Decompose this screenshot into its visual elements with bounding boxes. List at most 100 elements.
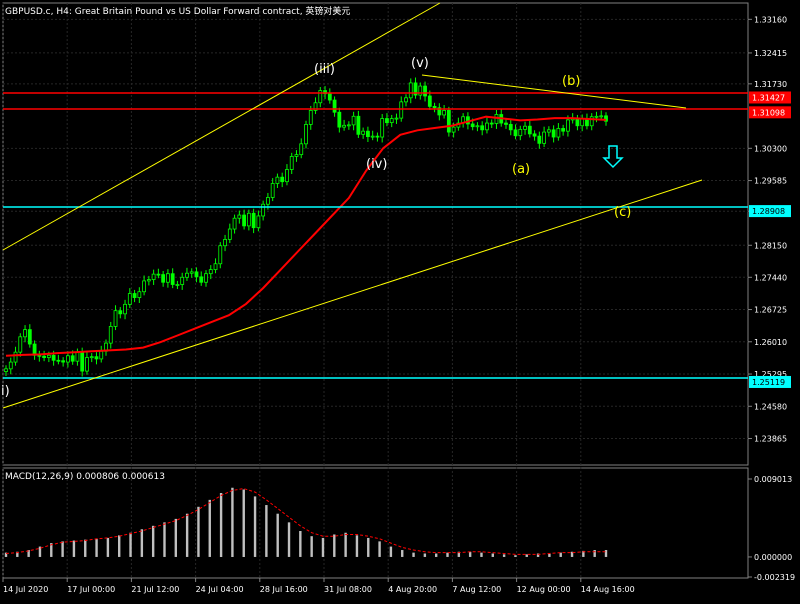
candle-body xyxy=(227,228,232,240)
candle-body xyxy=(237,214,242,219)
candle-body xyxy=(27,329,32,345)
time-tick-label: 14 Jul 2020 xyxy=(3,585,48,594)
candle-body xyxy=(485,122,489,131)
price-tag-label: 1.28908 xyxy=(752,207,785,216)
candle-body xyxy=(261,203,266,217)
candle-body xyxy=(566,119,570,132)
candle-body xyxy=(342,124,346,128)
moving-average-line xyxy=(5,115,607,357)
macd-tick-label: 0.000000 xyxy=(754,553,792,562)
price-axis: 1.33160 1.32415 1.31730 1.30300 1.29585 1.289… xyxy=(748,15,787,444)
candle-body xyxy=(399,101,404,119)
price-tick-label: 1.27440 xyxy=(754,273,787,282)
candle-body xyxy=(351,115,356,126)
candle-body xyxy=(304,124,308,145)
candle-body xyxy=(275,176,280,184)
candle-body xyxy=(551,129,556,138)
candle-body xyxy=(180,276,185,285)
price-tick-label: 1.31730 xyxy=(754,80,787,89)
candle-body xyxy=(137,291,142,298)
candle-body xyxy=(451,126,456,133)
candle-body xyxy=(199,276,204,283)
candle-body xyxy=(213,263,218,271)
wave-label-a: (a) xyxy=(512,162,530,177)
triangle-top-line[interactable] xyxy=(421,74,687,109)
price-panel-frame xyxy=(2,2,749,466)
time-tick-label: 28 Jul 16:00 xyxy=(260,585,308,594)
candle-body xyxy=(89,356,94,359)
candle-body xyxy=(432,105,437,109)
candle-body xyxy=(556,128,561,138)
candle-body xyxy=(518,128,523,137)
time-tick-label: 21 Jul 12:00 xyxy=(131,585,179,594)
candle-body xyxy=(337,111,342,128)
candle-body xyxy=(385,118,389,124)
candle-body xyxy=(204,273,208,283)
candle-body xyxy=(504,122,508,125)
candle-body xyxy=(523,125,527,130)
chart-title: GBPUSD.c, H4: Great Britain Pound vs US … xyxy=(5,7,351,17)
candle-body xyxy=(80,351,85,372)
candle-body xyxy=(418,85,423,96)
candle-body xyxy=(585,118,589,127)
candle-body xyxy=(175,284,180,286)
candle-body xyxy=(437,107,442,116)
candle-body xyxy=(185,272,189,278)
candle-body xyxy=(470,123,475,128)
candle-body xyxy=(118,310,123,315)
candle-body xyxy=(366,130,370,137)
time-tick-label: 7 Aug 12:00 xyxy=(452,585,501,594)
macd-tick-label: -0.002319 xyxy=(754,573,795,582)
candle-body xyxy=(242,214,246,227)
candle-body xyxy=(75,351,80,362)
time-tick-label: 24 Jul 04:00 xyxy=(196,585,244,594)
channel-lower-line[interactable] xyxy=(2,179,703,409)
candle-body xyxy=(537,135,542,144)
macd-axis: 0.009013 0.000000 -0.002319 xyxy=(748,475,795,582)
candle-body xyxy=(318,90,323,104)
candle-body xyxy=(294,154,299,157)
price-tags: 1.31427 1.31098 1.28908 1.25119 xyxy=(749,91,791,388)
candle-body xyxy=(356,115,361,135)
candle-body xyxy=(380,118,385,138)
candle-body xyxy=(599,115,604,118)
candle-body xyxy=(170,273,175,285)
candle-body xyxy=(37,354,42,357)
price-tick-label: 1.29585 xyxy=(754,177,787,186)
candle-body xyxy=(408,82,413,99)
candle-body xyxy=(442,110,446,116)
candle-body xyxy=(370,135,375,138)
price-tick-label: 1.32415 xyxy=(754,49,787,58)
candle-body xyxy=(99,350,104,360)
candle-body xyxy=(8,361,13,370)
candle-body xyxy=(189,271,194,274)
wave-label-iii: (iii) xyxy=(314,62,335,77)
candle-body xyxy=(66,355,70,363)
candle-body xyxy=(594,115,599,118)
candle-body xyxy=(589,116,594,127)
candle-body xyxy=(232,217,237,230)
candle-body xyxy=(308,110,313,125)
candle-body xyxy=(527,125,532,135)
candle-body xyxy=(70,355,75,362)
price-tag-bg xyxy=(749,375,791,388)
time-tick-label: 17 Jul 00:00 xyxy=(67,585,115,594)
channel-upper-line[interactable] xyxy=(2,2,441,251)
candle-body xyxy=(108,326,113,344)
down-arrow-icon[interactable] xyxy=(602,145,624,169)
candle-body xyxy=(151,273,156,280)
price-tick-label: 1.30300 xyxy=(754,144,787,153)
time-tick-label: 12 Aug 00:00 xyxy=(517,585,571,594)
candle-body xyxy=(389,118,394,124)
candle-body xyxy=(513,129,518,137)
price-tick-label: 1.23865 xyxy=(754,435,787,444)
candle-body xyxy=(61,360,66,363)
candle-body xyxy=(13,351,18,363)
candle-body xyxy=(361,130,366,135)
candle-body xyxy=(246,212,251,227)
candle-body xyxy=(223,239,227,247)
candle-body xyxy=(423,85,427,97)
